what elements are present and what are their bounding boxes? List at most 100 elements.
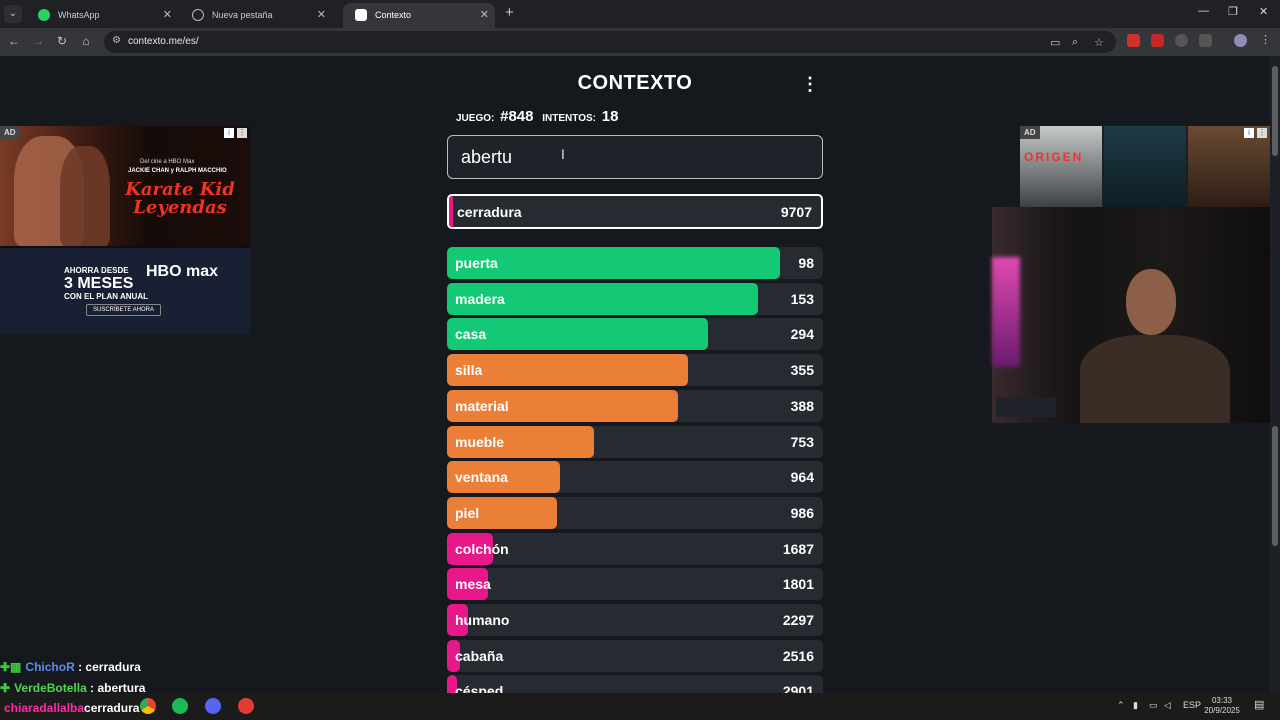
- game-label: JUEGO:: [456, 113, 495, 124]
- game-stats: JUEGO: #848 INTENTOS: 18: [456, 108, 624, 125]
- chevron-up-icon[interactable]: ⌃: [1117, 700, 1125, 710]
- ad-close-icon[interactable]: ⋮: [1257, 128, 1267, 138]
- mic-icon[interactable]: ▮: [1133, 700, 1138, 710]
- guess-row: mesa 1801: [447, 568, 823, 601]
- chat-user: ChichoR: [25, 660, 75, 674]
- scrollbar-thumb[interactable]: [1272, 426, 1278, 546]
- tab-label: WhatsApp: [58, 10, 100, 20]
- menu-icon[interactable]: ⋮: [801, 74, 819, 94]
- tab-search-button[interactable]: ⌄: [4, 5, 22, 23]
- install-icon[interactable]: ▭: [1050, 37, 1061, 49]
- clock-time: 03:33: [1211, 696, 1233, 705]
- window-close-icon[interactable]: ✕: [1259, 6, 1269, 18]
- webcam-overlay: [992, 207, 1270, 423]
- network-icon[interactable]: ▭: [1149, 700, 1158, 710]
- ad-cta-button[interactable]: SUSCRÍBETE AHORA: [86, 304, 162, 316]
- ad-info-icon[interactable]: i: [1244, 128, 1254, 138]
- restore-icon[interactable]: ❐: [1228, 6, 1238, 18]
- site-info-icon[interactable]: ⚙: [112, 35, 121, 46]
- extension-icon[interactable]: [1151, 34, 1164, 47]
- rgb-light: [992, 257, 1020, 367]
- profile-avatar[interactable]: [1234, 34, 1247, 47]
- guess-rank: 294: [790, 326, 814, 343]
- tab-contexto[interactable]: Contexto ✕: [343, 3, 495, 28]
- attempts-count: 18: [601, 108, 619, 125]
- language-indicator[interactable]: ESP: [1183, 700, 1202, 710]
- guess-row: piel 986: [447, 496, 823, 529]
- keyboard: [996, 397, 1056, 417]
- guess-word: ventana: [455, 469, 508, 486]
- close-icon[interactable]: ✕: [162, 9, 172, 21]
- app-icon[interactable]: [205, 698, 221, 714]
- minimize-icon[interactable]: —: [1198, 5, 1209, 17]
- guess-row: puerta 98: [447, 247, 823, 279]
- ad-promo: AHORRA DESDE 3 MESES CON EL PLAN ANUAL H…: [0, 248, 250, 334]
- guess-bar: [447, 604, 469, 636]
- close-icon[interactable]: ✕: [479, 9, 489, 21]
- ad-image: [1104, 126, 1186, 208]
- reload-icon[interactable]: ↻: [56, 34, 68, 48]
- zoom-icon[interactable]: ⌕: [1072, 36, 1079, 48]
- guess-word: piel: [455, 504, 480, 521]
- guess-bar: [447, 639, 461, 672]
- tab-label: Nueva pestaña: [212, 10, 273, 20]
- home-icon[interactable]: ⌂: [82, 34, 90, 48]
- scrollbar-thumb[interactable]: [1272, 66, 1278, 156]
- guess-row: ventana 964: [447, 461, 823, 494]
- new-tab-button[interactable]: +: [505, 4, 514, 21]
- guess-rank: 2297: [782, 612, 814, 628]
- guess-rank: 2901: [782, 683, 814, 693]
- promo-line: AHORRA DESDE: [64, 266, 129, 275]
- chat-message: ✚▦ ChichoR : cerradura: [0, 660, 300, 674]
- guess-rank: 98: [798, 255, 814, 271]
- ad-close-icon[interactable]: ⋮: [237, 128, 247, 138]
- chrome-icon[interactable]: [140, 698, 156, 714]
- guess-bar: [447, 247, 780, 279]
- clock[interactable]: 03:33 20/9/2025: [1200, 696, 1244, 716]
- forward-icon[interactable]: →: [32, 34, 44, 48]
- guess-rank: 153: [790, 290, 814, 307]
- guess-bar: [447, 354, 689, 387]
- browser-menu-icon[interactable]: ⋮: [1260, 34, 1271, 46]
- taskbar: ⌃ ▮ ▭ ◁ ESP 03:33 20/9/2025 ▤: [0, 693, 1280, 720]
- scrollbar[interactable]: [1270, 56, 1280, 693]
- guess-word: material: [455, 397, 509, 414]
- guess-bar: [447, 496, 558, 529]
- attempts-label: INTENTOS:: [542, 113, 596, 124]
- ad-promo-text: AHORRA DESDE 3 MESES CON EL PLAN ANUAL: [64, 266, 148, 302]
- extension-icon[interactable]: [1127, 34, 1140, 47]
- ad-image: [1188, 126, 1270, 208]
- spotify-icon[interactable]: [172, 698, 188, 714]
- guess-input[interactable]: [447, 135, 823, 179]
- volume-icon[interactable]: ◁: [1164, 700, 1171, 710]
- chat-user: VerdeBotella: [14, 681, 87, 693]
- tab-new-tab[interactable]: Nueva pestaña ✕: [180, 3, 332, 28]
- guess-rank: 388: [790, 397, 814, 414]
- guess-rank: 9707: [780, 204, 812, 220]
- extension-icon[interactable]: [1175, 34, 1188, 47]
- bookmark-star-icon[interactable]: ☆: [1094, 37, 1104, 49]
- guess-word: cabaña: [455, 647, 504, 664]
- current-guess-row: cerradura 9707: [447, 194, 823, 229]
- back-icon[interactable]: ←: [8, 34, 20, 48]
- puzzle-icon[interactable]: [1199, 34, 1212, 47]
- promo-line: CON EL PLAN ANUAL: [64, 292, 148, 301]
- guess-rank: 986: [790, 504, 814, 521]
- ad-banner-left[interactable]: Del cine a HBO Max JACKIE CHAN y RALPH M…: [0, 126, 250, 334]
- guess-rank: 753: [790, 433, 814, 450]
- ad-info-icon[interactable]: i: [224, 128, 234, 138]
- ad-banner-right[interactable]: ORIGEN AD i ⋮: [1020, 126, 1270, 208]
- tab-whatsapp[interactable]: WhatsApp ✕: [26, 3, 178, 28]
- notifications-icon[interactable]: ▤: [1254, 699, 1265, 711]
- obs-icon[interactable]: [238, 698, 254, 714]
- close-icon[interactable]: ✕: [316, 9, 326, 21]
- chat-text: : cerradura: [78, 660, 141, 674]
- url-text: contexto.me/es/: [128, 36, 199, 47]
- guess-bar: [447, 461, 560, 494]
- guess-word: mueble: [455, 433, 505, 450]
- guess-word: silla: [455, 362, 483, 379]
- address-bar[interactable]: ⚙ contexto.me/es/ ▭ ⌕ ☆: [104, 31, 1116, 53]
- guess-bar: [447, 282, 758, 315]
- clock-date: 20/9/2025: [1204, 706, 1240, 715]
- guess-row: casa 294: [447, 318, 823, 351]
